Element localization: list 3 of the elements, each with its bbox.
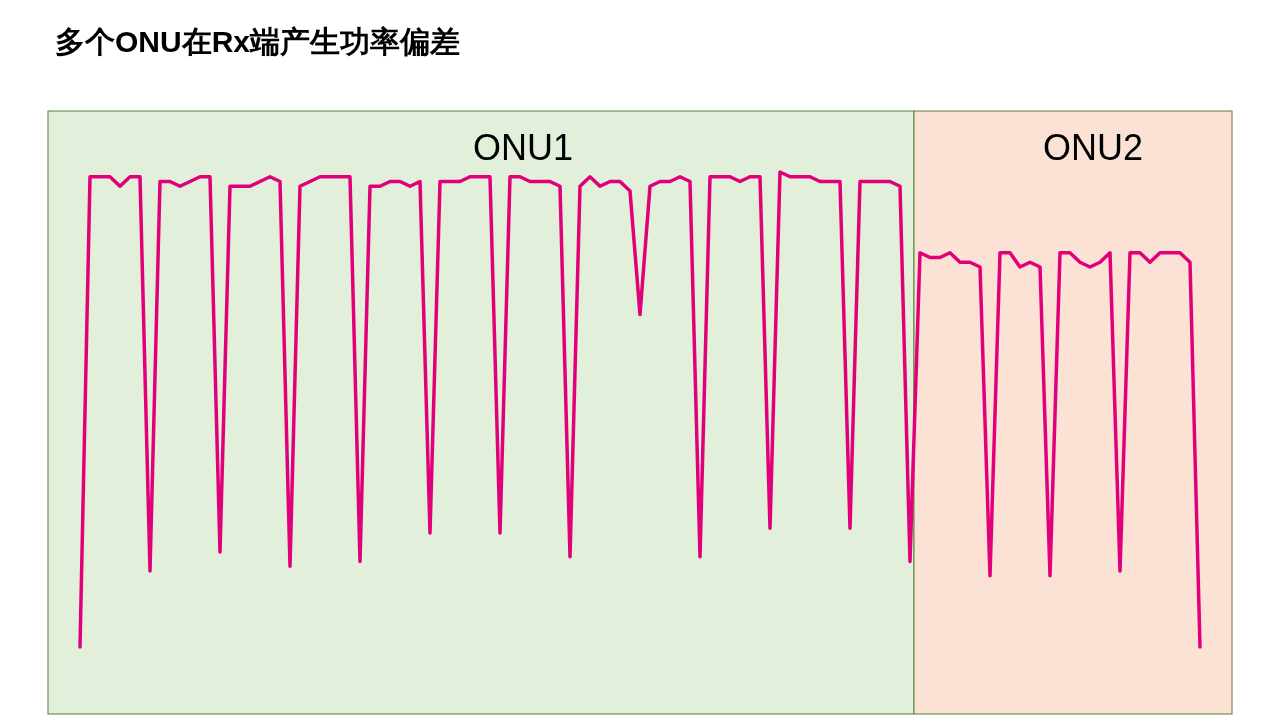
chart-title: 多个ONU在Rx端产生功率偏差: [55, 25, 461, 58]
text: ONU2: [1042, 127, 1144, 168]
text: ONU1: [472, 127, 574, 168]
